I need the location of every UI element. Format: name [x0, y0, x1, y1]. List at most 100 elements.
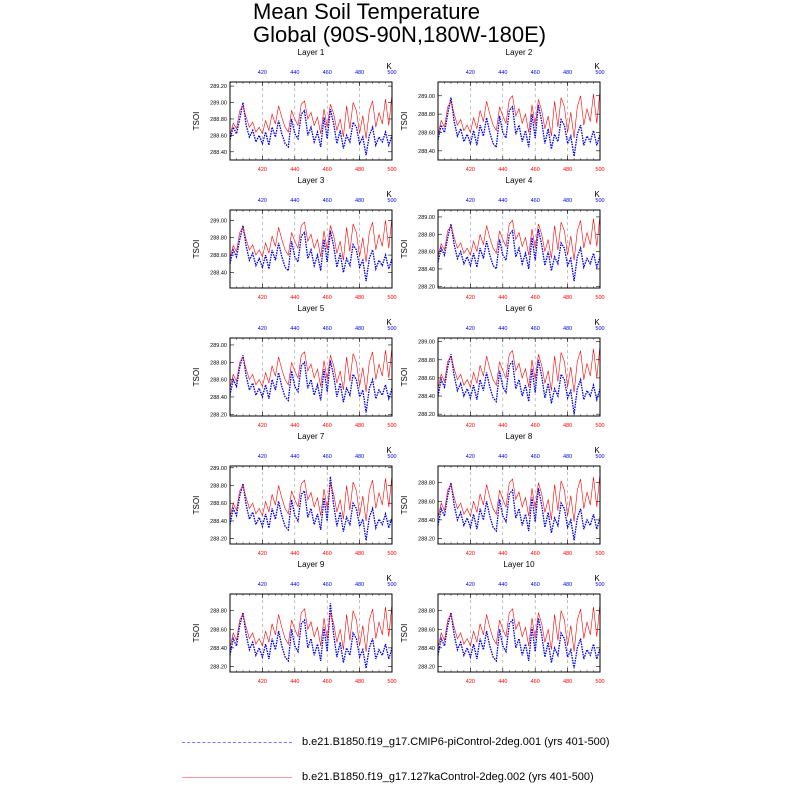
y-tick-label: 288.20 — [210, 537, 227, 543]
y-tick-label: 288.40 — [210, 270, 227, 276]
panel-layer-9: Layer 9 K TSOI 420 420 440 440 460 460 480 480 500 5… — [192, 560, 397, 685]
x-tick-label-bottom: 440 — [290, 423, 299, 429]
y-tick-label: 288.60 — [210, 627, 227, 633]
x-tick-label-bottom: 440 — [290, 295, 299, 301]
series-line-127ka — [229, 216, 393, 263]
x-tick-label-bottom: 420 — [258, 423, 267, 429]
legend-line-series2 — [182, 777, 292, 778]
x-tick-label-bottom: 440 — [498, 295, 507, 301]
series-line-127ka — [437, 603, 601, 652]
x-tick-label-top: 440 — [290, 198, 299, 204]
x-tick-label-top: 420 — [466, 326, 475, 332]
series-line-127ka — [437, 473, 601, 522]
x-tick-label-top: 420 — [466, 70, 475, 76]
y-tick-label: 288.60 — [418, 499, 435, 505]
x-tick-label-top: 420 — [466, 198, 475, 204]
x-tick-label-top: 480 — [355, 70, 364, 76]
x-tick-label-bottom: 460 — [531, 423, 540, 429]
y-tick-label: 288.60 — [210, 501, 227, 507]
y-axis-label: TSOI — [400, 112, 409, 131]
x-tick-label-top: 480 — [563, 582, 572, 588]
plot-frame — [437, 209, 601, 289]
y-tick-label: 289.00 — [210, 218, 227, 224]
x-tick-label-bottom: 480 — [355, 679, 364, 685]
panel-title: Layer 8 — [506, 432, 533, 441]
x-tick-label-bottom: 480 — [355, 423, 364, 429]
x-tick-label-bottom: 440 — [498, 167, 507, 173]
series-line-127ka — [437, 90, 601, 139]
panel-title: Layer 3 — [298, 176, 325, 185]
panel-title: Layer 2 — [506, 48, 533, 57]
x-tick-label-bottom: 480 — [563, 679, 572, 685]
x-tick-label-top: 480 — [355, 454, 364, 460]
title-line-2: Global (90S-90N,180W-180E) — [253, 22, 547, 47]
series-line-piControl — [437, 612, 601, 669]
panel-layer-7: Layer 7 K TSOI 420 420 440 440 460 460 480 480 500 5… — [192, 432, 397, 557]
x-tick-label-top: 440 — [290, 70, 299, 76]
x-tick-label-bottom: 500 — [387, 423, 396, 429]
x-tick-label-top: 440 — [290, 454, 299, 460]
y-tick-label: 288.20 — [418, 412, 435, 418]
y-tick-label: 289.00 — [418, 94, 435, 100]
y-tick-label: 288.60 — [418, 250, 435, 256]
y-axis-label: TSOI — [400, 368, 409, 387]
x-tick-label-top: 500 — [387, 454, 396, 460]
legend-line-series1 — [182, 742, 292, 743]
top-axis-unit: K — [594, 318, 600, 327]
series-line-piControl — [229, 355, 393, 413]
y-tick-label: 288.20 — [418, 536, 435, 542]
y-tick-label: 288.60 — [418, 376, 435, 382]
x-tick-label-top: 500 — [595, 326, 604, 332]
series-line-piControl — [437, 482, 601, 541]
plot-frame — [229, 209, 393, 289]
series-line-piControl — [437, 97, 601, 157]
y-axis-label: TSOI — [192, 112, 201, 131]
y-axis-label: TSOI — [192, 368, 201, 387]
panel-layer-5: Layer 5 K TSOI 420 420 440 440 460 460 480 480 500 5… — [192, 304, 397, 429]
y-tick-label: 288.20 — [418, 664, 435, 670]
y-tick-label: 288.80 — [418, 609, 435, 615]
y-tick-label: 288.80 — [418, 232, 435, 238]
x-tick-label-top: 420 — [258, 70, 267, 76]
x-tick-label-top: 460 — [531, 326, 540, 332]
x-tick-label-bottom: 420 — [466, 423, 475, 429]
x-tick-label-top: 500 — [595, 582, 604, 588]
y-axis-label: TSOI — [192, 624, 201, 643]
x-tick-label-bottom: 440 — [290, 167, 299, 173]
series-line-127ka — [229, 94, 393, 139]
x-tick-label-top: 440 — [498, 198, 507, 204]
y-tick-label: 288.20 — [210, 664, 227, 670]
panel-layer-1: Layer 1 K TSOI 420 420 440 440 460 460 480 480 500 5… — [192, 48, 397, 173]
top-axis-unit: K — [386, 318, 392, 327]
plot-frame — [229, 337, 393, 417]
series-line-piControl — [229, 603, 393, 669]
top-axis-unit: K — [386, 190, 392, 199]
panel-title: Layer 6 — [506, 304, 533, 313]
panel-grid: Layer 1 K TSOI 420 420 440 440 460 460 480 480 500 5… — [192, 48, 605, 685]
y-axis-label: TSOI — [400, 496, 409, 515]
y-tick-label: 288.40 — [210, 646, 227, 652]
series-line-piControl — [229, 225, 393, 282]
plot-frame — [437, 593, 601, 673]
x-tick-label-top: 480 — [355, 198, 364, 204]
x-tick-label-bottom: 500 — [595, 167, 604, 173]
x-tick-label-top: 440 — [498, 582, 507, 588]
y-tick-label: 288.80 — [418, 112, 435, 118]
y-axis-label: TSOI — [192, 240, 201, 259]
y-tick-label: 288.20 — [418, 284, 435, 290]
panel-title: Layer 10 — [503, 560, 535, 569]
y-tick-label: 288.40 — [418, 646, 435, 652]
x-tick-label-bottom: 500 — [595, 679, 604, 685]
panel-title: Layer 4 — [506, 176, 533, 185]
x-tick-label-bottom: 460 — [531, 679, 540, 685]
x-tick-label-bottom: 460 — [323, 295, 332, 301]
x-tick-label-top: 480 — [355, 326, 364, 332]
series-line-piControl — [229, 476, 393, 541]
x-tick-label-bottom: 440 — [498, 679, 507, 685]
y-tick-label: 288.40 — [418, 149, 435, 155]
x-tick-label-top: 460 — [323, 70, 332, 76]
x-tick-label-top: 500 — [595, 198, 604, 204]
x-tick-label-bottom: 480 — [563, 167, 572, 173]
x-tick-label-bottom: 500 — [595, 295, 604, 301]
legend-entry-series2: b.e21.B1850.f19_g17.127kaControl-2deg.00… — [182, 768, 800, 788]
